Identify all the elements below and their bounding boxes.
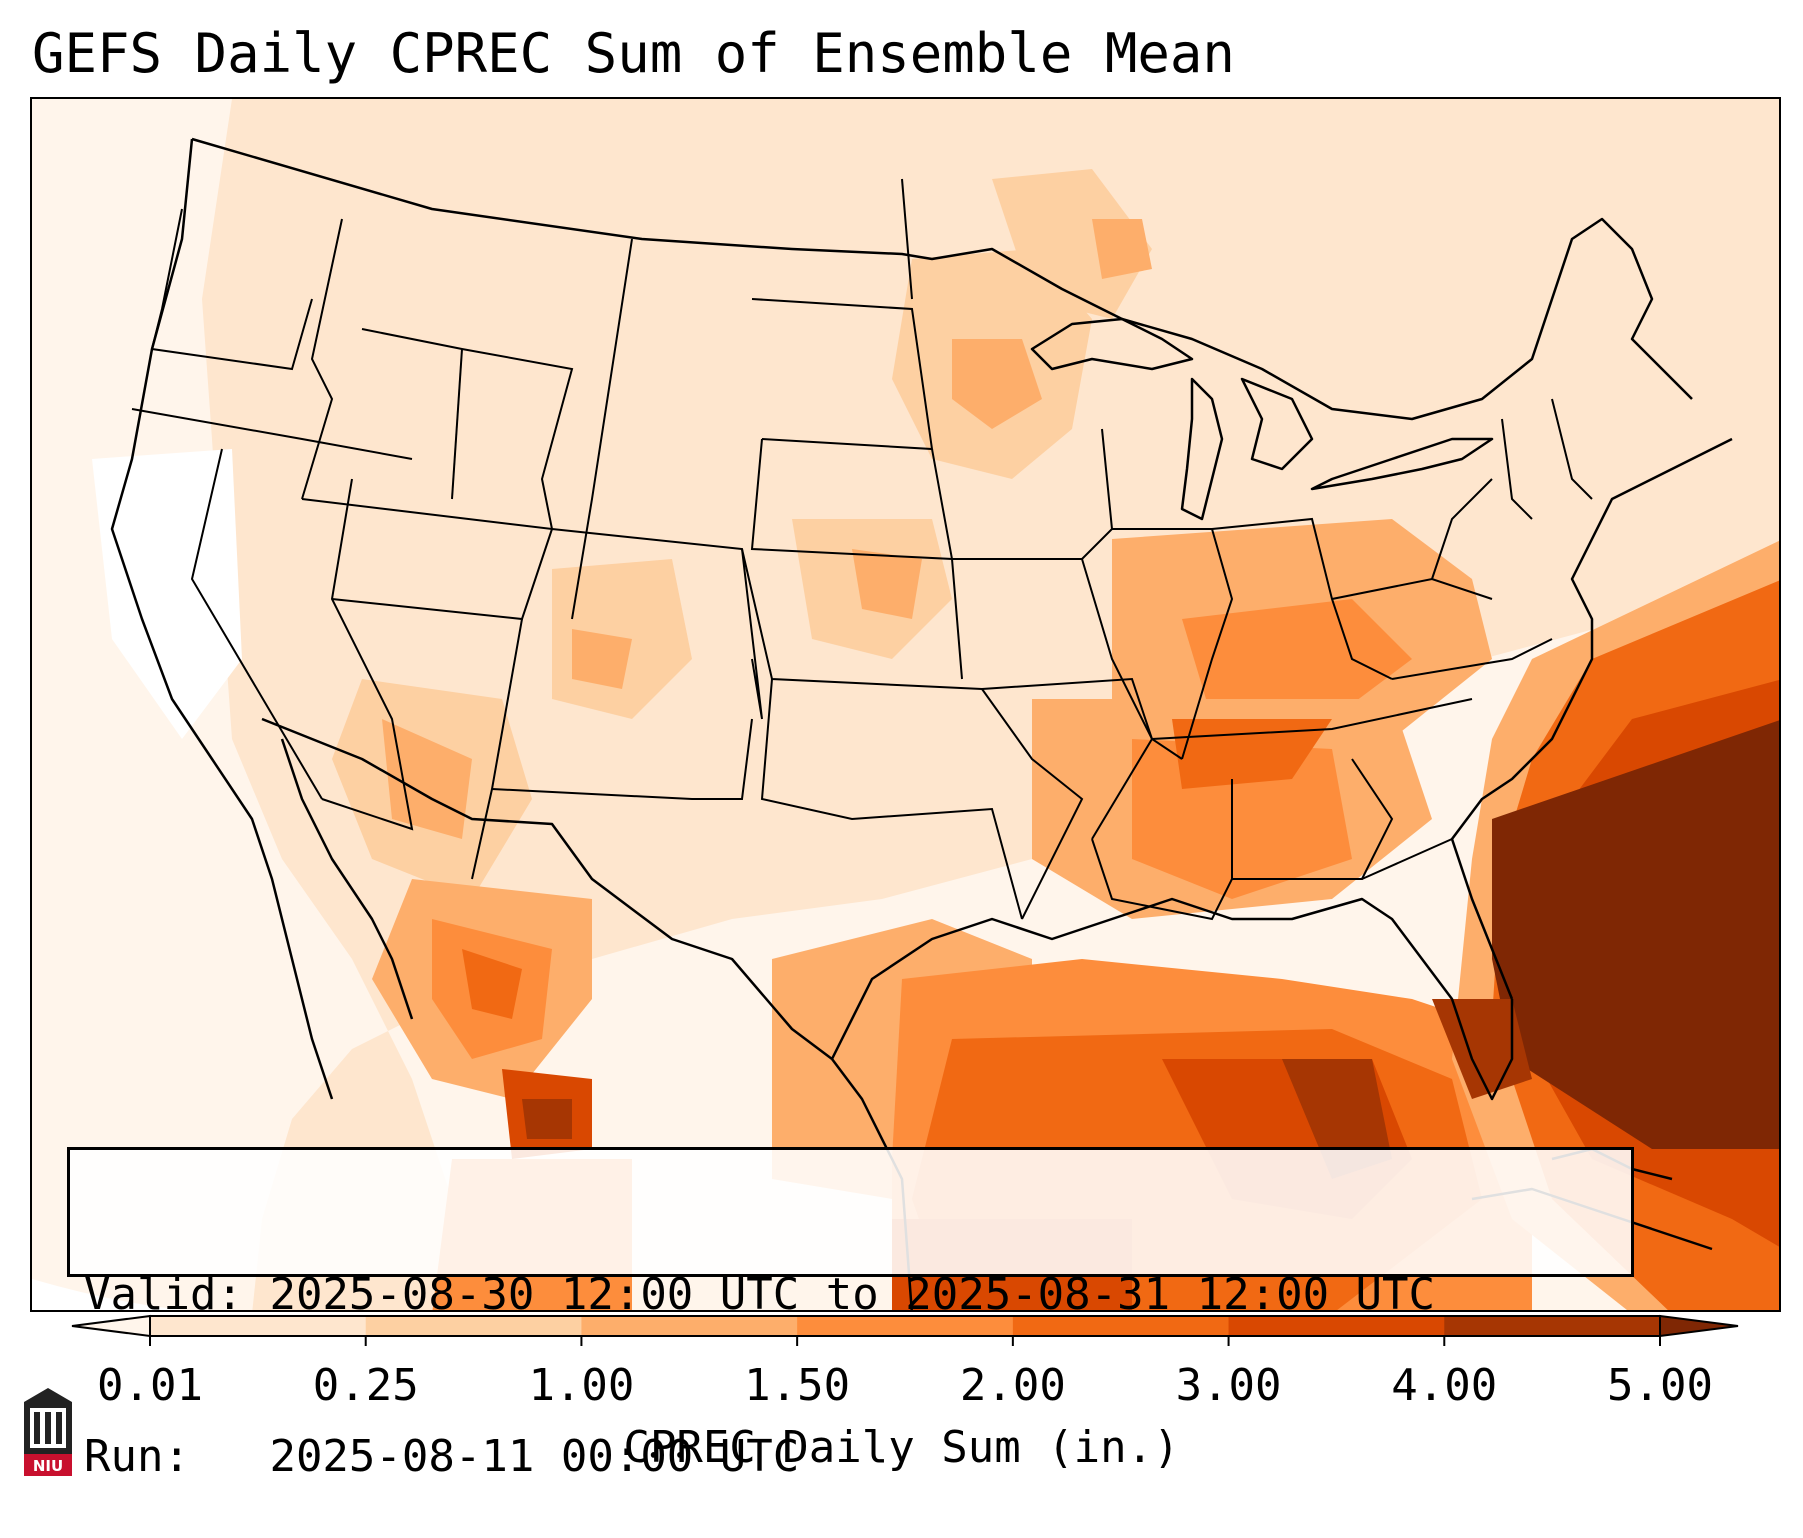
- colorbar-tick-label: 1.50: [744, 1360, 851, 1411]
- colorbar-outline: [149, 1315, 1661, 1337]
- colorbar-high-extension: [1659, 1314, 1739, 1338]
- colorbar-tick-label: 1.00: [528, 1360, 635, 1411]
- colorbar-tick-label: 0.01: [97, 1360, 203, 1411]
- colorbar-segment: [365, 1316, 582, 1336]
- colorbar-segment: [581, 1316, 798, 1336]
- colorbar-tick-label: 2.00: [959, 1360, 1066, 1411]
- colorbar-segment: [1228, 1316, 1445, 1336]
- colorbar: [71, 1314, 1739, 1346]
- run-line: Run: 2025-08-11 00:00 UTC: [84, 1430, 1631, 1484]
- niu-logo-icon: NIU: [24, 1388, 72, 1476]
- colorbar-tick-label: 0.25: [312, 1360, 419, 1411]
- svg-text:NIU: NIU: [33, 1457, 63, 1475]
- colorbar-segment: [797, 1316, 1014, 1336]
- colorbar-tick-label: 5.00: [1607, 1360, 1713, 1411]
- colorbar-tick-label: 4.00: [1391, 1360, 1498, 1411]
- valid-run-info-box: Valid: 2025-08-30 12:00 UTC to 2025-08-3…: [67, 1147, 1634, 1482]
- domain-outside-corners: [32, 1279, 183, 1310]
- colorbar-segment: [150, 1316, 367, 1336]
- valid-time-range: 2025-08-30 12:00 UTC to 2025-08-31 12:00…: [269, 1269, 1436, 1320]
- valid-label: Valid:: [84, 1269, 243, 1320]
- valid-line: Valid: 2025-08-30 12:00 UTC to 2025-08-3…: [84, 1268, 1631, 1322]
- colorbar-segment: [1444, 1316, 1661, 1336]
- colorbar-low-extension: [71, 1314, 151, 1338]
- gulf-coast: [830, 897, 1514, 1101]
- baja-coast: [280, 738, 414, 1020]
- map-title: GEFS Daily CPREC Sum of Ensemble Mean: [32, 22, 1235, 85]
- east-coast: [1450, 437, 1733, 1000]
- colorbar-segment: [1012, 1316, 1230, 1336]
- lake-huron: [1240, 377, 1314, 471]
- us-canada-border: [191, 137, 1693, 421]
- run-label: Run:: [84, 1431, 190, 1482]
- us-mexico-border: [261, 717, 833, 1060]
- lake-michigan: [1180, 377, 1224, 521]
- state-borders: [131, 178, 1593, 921]
- colorbar-label: CPREC Daily Sum (in.): [623, 1422, 1180, 1473]
- precip-shading: [32, 99, 1779, 1310]
- lake-superior: [1030, 317, 1194, 371]
- precipitation-map: [30, 97, 1781, 1312]
- lake-erie-ontario: [1310, 437, 1494, 491]
- run-time: 2025-08-11 00:00 UTC: [269, 1431, 800, 1482]
- colorbar-tick-label: 3.00: [1175, 1360, 1282, 1411]
